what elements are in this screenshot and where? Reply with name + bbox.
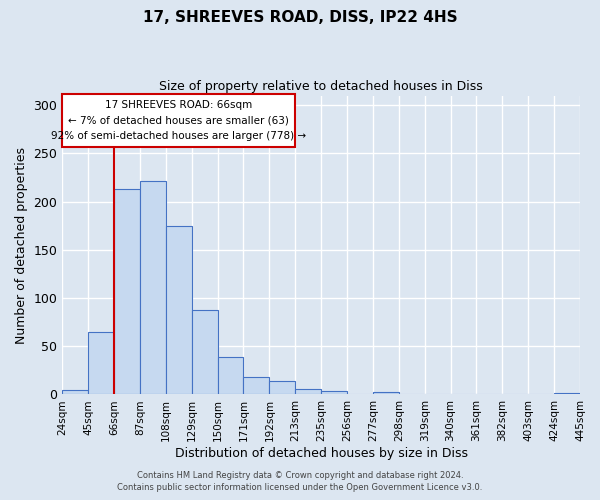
Text: 17 SHREEVES ROAD: 66sqm
← 7% of detached houses are smaller (63)
92% of semi-det: 17 SHREEVES ROAD: 66sqm ← 7% of detached…: [51, 100, 307, 140]
Bar: [62, 390, 88, 394]
X-axis label: Distribution of detached houses by size in Diss: Distribution of detached houses by size …: [175, 447, 467, 460]
Text: 17, SHREEVES ROAD, DISS, IP22 4HS: 17, SHREEVES ROAD, DISS, IP22 4HS: [143, 10, 457, 25]
Bar: [88, 332, 114, 394]
Bar: [295, 388, 321, 394]
Y-axis label: Number of detached properties: Number of detached properties: [15, 146, 28, 344]
Bar: [218, 357, 244, 395]
Bar: [192, 310, 218, 394]
Bar: [321, 390, 347, 394]
Bar: [140, 182, 166, 394]
Bar: [269, 381, 295, 394]
Bar: [166, 226, 192, 394]
Bar: [554, 392, 580, 394]
Bar: [244, 377, 269, 394]
Title: Size of property relative to detached houses in Diss: Size of property relative to detached ho…: [159, 80, 483, 93]
Bar: [373, 392, 399, 394]
FancyBboxPatch shape: [62, 94, 295, 146]
Bar: [114, 189, 140, 394]
Text: Contains HM Land Registry data © Crown copyright and database right 2024.
Contai: Contains HM Land Registry data © Crown c…: [118, 471, 482, 492]
